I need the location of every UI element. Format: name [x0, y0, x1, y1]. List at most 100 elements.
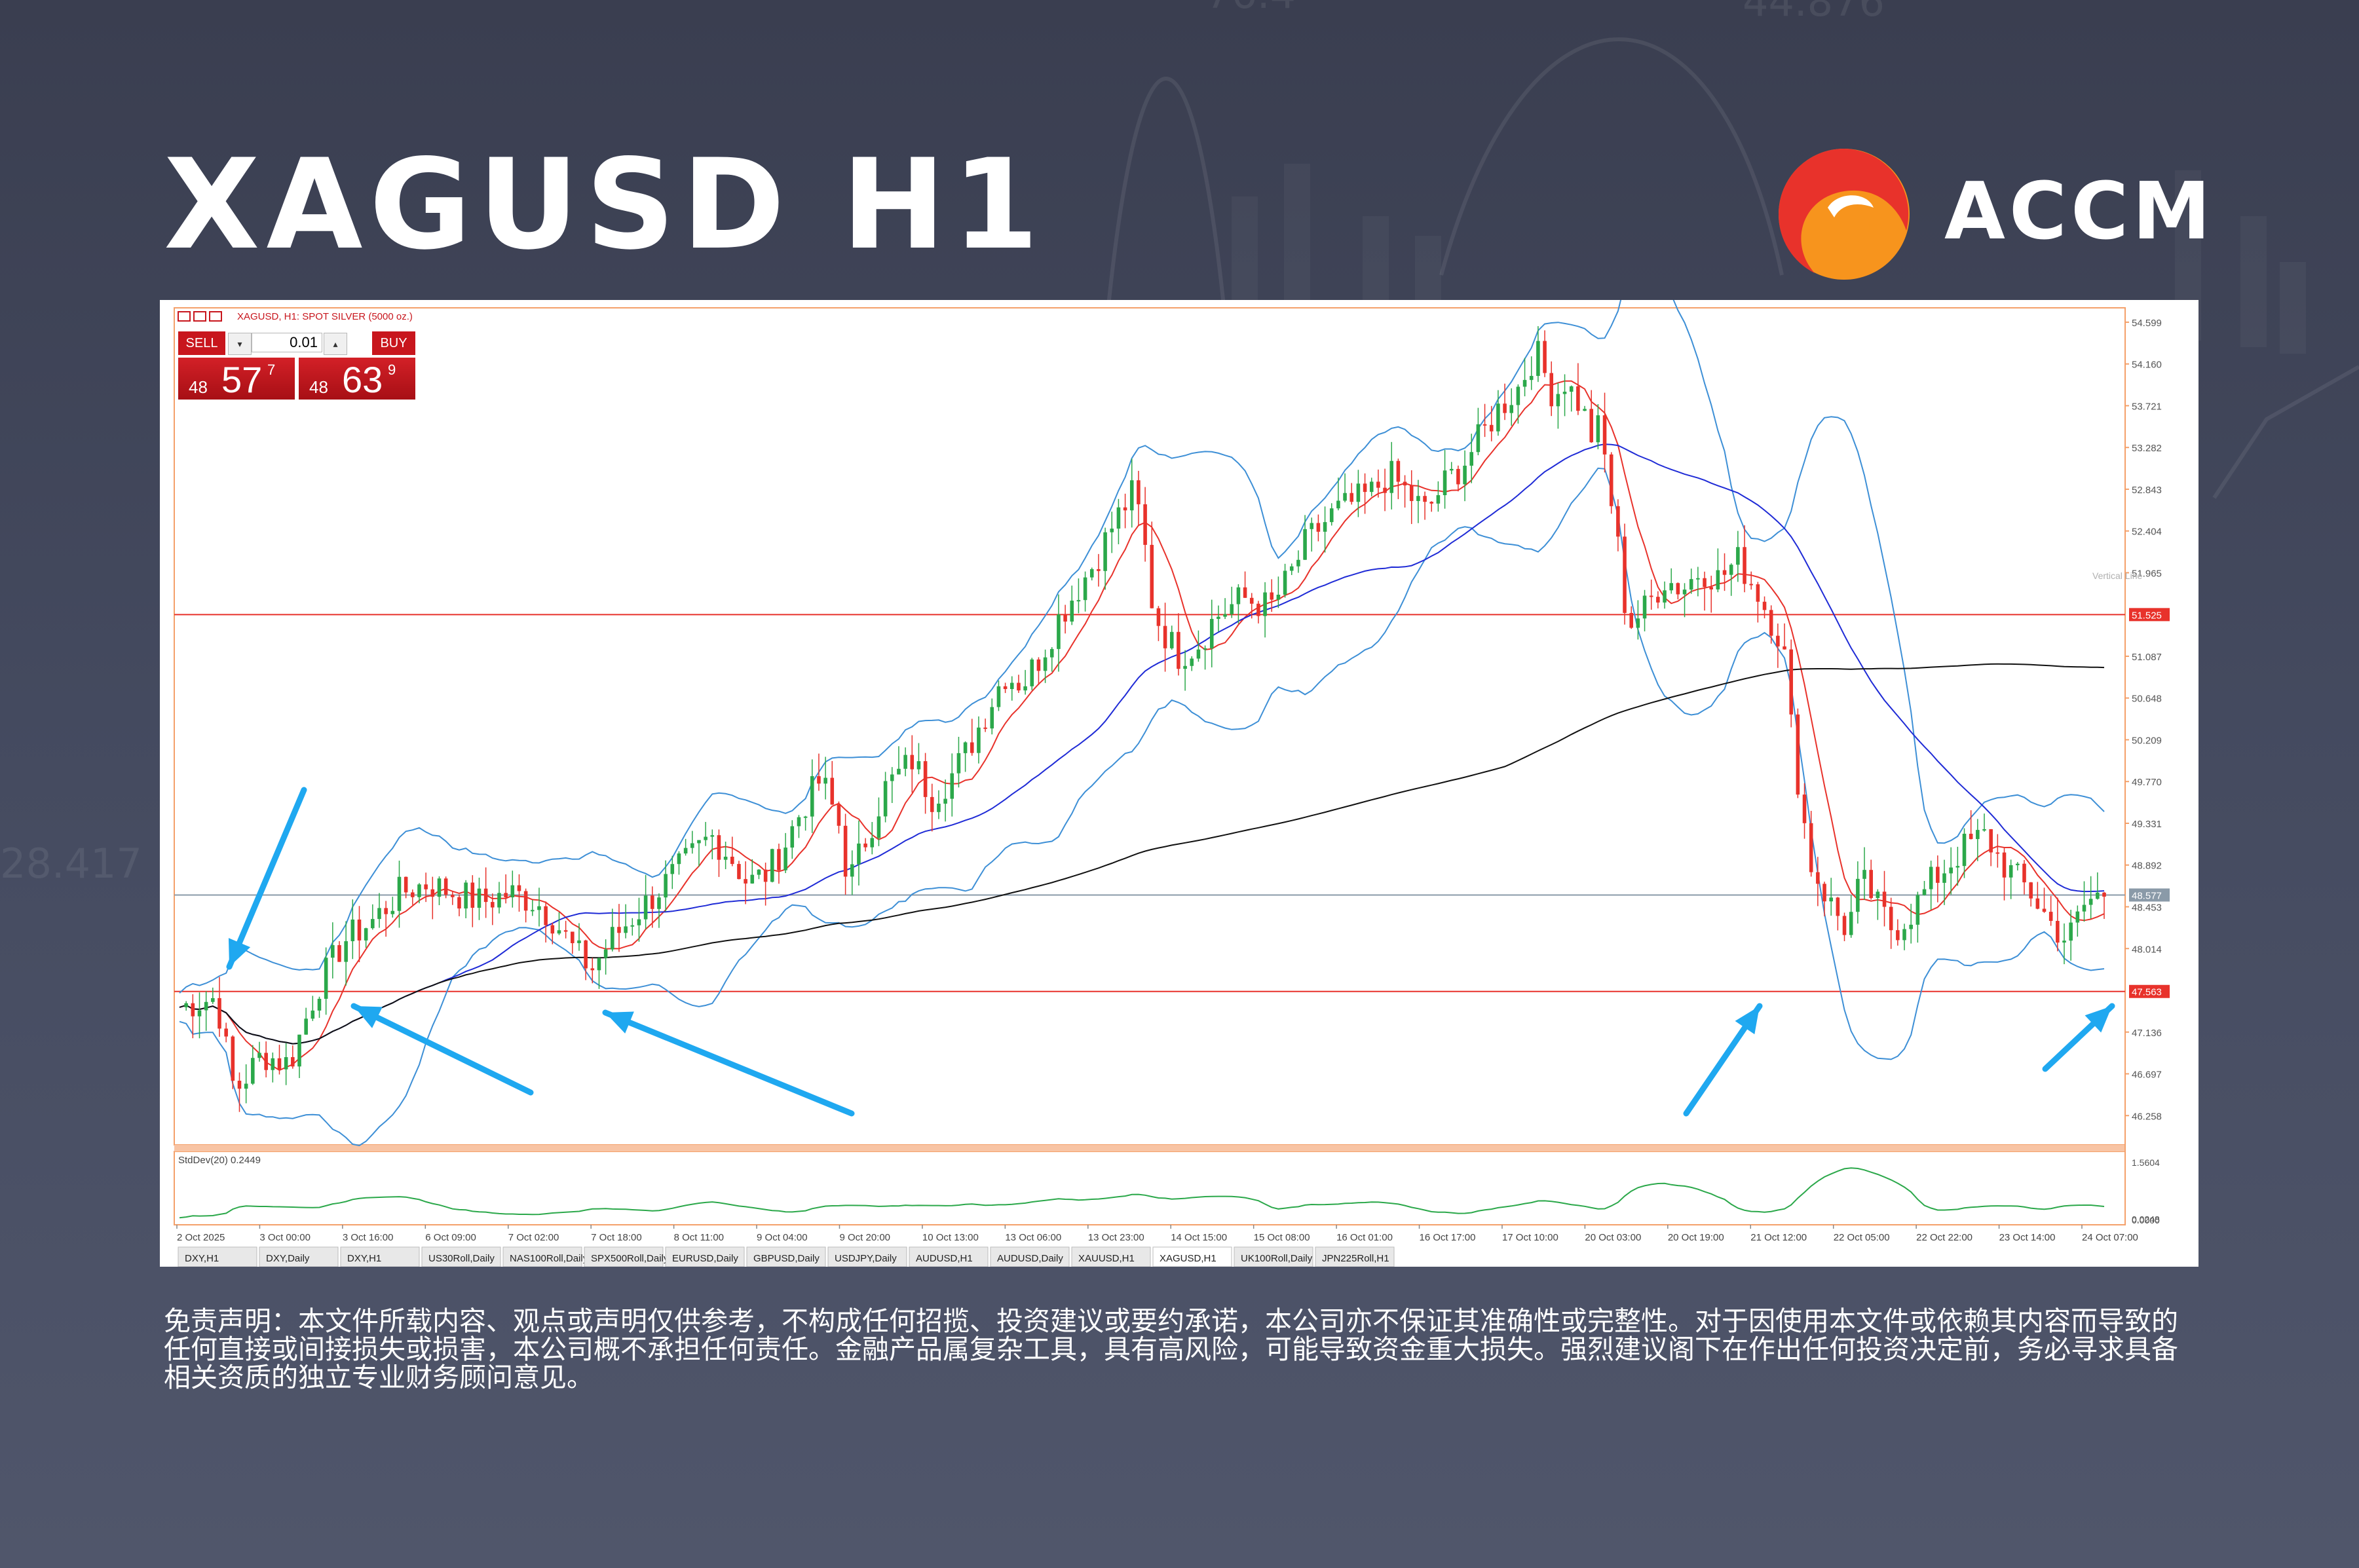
trading-chart-window[interactable]: XAGUSD, H1: SPOT SILVER (5000 oz.) 54.59… — [160, 300, 2199, 1267]
candlestick — [1902, 924, 1906, 950]
candlestick — [1569, 385, 1574, 412]
candlestick — [491, 893, 495, 925]
candlestick — [1623, 523, 1627, 625]
background-curve — [2212, 365, 2359, 499]
y-axis-tick-label: 48.892 — [2132, 861, 2162, 872]
candlestick — [1043, 649, 1047, 683]
candlestick — [817, 753, 821, 791]
candlestick — [2056, 897, 2060, 952]
chart-tab[interactable]: XAGUSD,H1 — [1152, 1246, 1232, 1267]
sell-price-quote[interactable]: 48 57 7 — [178, 358, 295, 400]
candlestick — [744, 861, 747, 905]
candlestick — [1809, 811, 1813, 877]
background-curve — [1439, 37, 1784, 276]
candlestick — [624, 904, 628, 939]
chart-tab[interactable]: USDJPY,Daily — [827, 1246, 907, 1267]
y-axis-tick-label: 52.843 — [2132, 485, 2162, 496]
candlestick — [883, 772, 888, 823]
brand: ACCM — [1775, 145, 2210, 283]
candlestick — [1316, 514, 1321, 542]
chart-tab[interactable]: GBPUSD,Daily — [746, 1246, 826, 1267]
candlestick — [1190, 656, 1194, 671]
candlestick — [923, 753, 928, 814]
x-axis-tick-label: 21 Oct 12:00 — [1750, 1232, 1807, 1243]
candlestick — [517, 874, 521, 912]
candlestick — [384, 901, 388, 937]
x-axis-tick-label: 13 Oct 23:00 — [1088, 1232, 1144, 1243]
y-axis-tick-label: 50.648 — [2132, 694, 2162, 705]
price-chart[interactable]: XAGUSD, H1: SPOT SILVER (5000 oz.) 54.59… — [160, 300, 2199, 1267]
y-axis-tick-label: 53.282 — [2132, 443, 2162, 454]
candlestick — [1356, 470, 1361, 517]
candlestick — [1296, 550, 1300, 573]
chart-tab[interactable]: XAUUSD,H1 — [1071, 1246, 1151, 1267]
candlestick — [717, 829, 721, 877]
candlestick — [531, 900, 535, 916]
chart-tab[interactable]: AUDUSD,Daily — [990, 1246, 1070, 1267]
chevron-up-icon[interactable]: ▴ — [324, 333, 347, 355]
candlestick — [850, 850, 854, 895]
candlestick — [937, 790, 941, 819]
candlestick — [1976, 819, 1980, 861]
annotation-arrow — [350, 1003, 534, 1096]
background-curve — [1099, 77, 1234, 394]
x-axis-tick-label: 7 Oct 02:00 — [508, 1232, 559, 1243]
sell-button[interactable]: SELL — [178, 331, 225, 355]
stddev-tick-label: 1.5604 — [2132, 1157, 2160, 1168]
candlestick — [2048, 895, 2053, 926]
candlestick — [996, 681, 1001, 711]
chart-tab[interactable]: DXY,Daily — [259, 1246, 339, 1267]
candlestick — [970, 719, 974, 756]
chevron-down-icon[interactable]: ▾ — [228, 333, 252, 355]
candlestick — [1562, 374, 1567, 417]
chart-tab[interactable]: EURUSD,Daily — [665, 1246, 745, 1267]
svg-text:US30Roll,Daily: US30Roll,Daily — [428, 1253, 495, 1264]
candlestick — [1529, 356, 1534, 390]
candlestick — [2075, 905, 2080, 937]
candlestick — [504, 874, 508, 904]
x-axis-tick-label: 14 Oct 15:00 — [1171, 1232, 1227, 1243]
lot-size-input[interactable] — [252, 333, 322, 352]
candlestick — [1669, 568, 1673, 594]
candlestick — [630, 918, 635, 936]
candlestick — [1955, 846, 1960, 886]
candlestick — [1116, 498, 1121, 544]
candlestick — [1556, 383, 1560, 429]
candlestick — [317, 996, 322, 1018]
candlestick — [637, 897, 641, 942]
candlestick — [1783, 623, 1786, 650]
candlestick — [377, 893, 381, 928]
candlestick — [757, 869, 761, 880]
candlestick — [344, 921, 348, 986]
price-level-tag: 48.577 — [2129, 888, 2170, 902]
chart-tab[interactable]: JPN225Roll,H1 — [1315, 1246, 1395, 1267]
candlestick — [1543, 330, 1547, 377]
candlestick — [311, 996, 315, 1021]
x-axis-tick-label: 20 Oct 19:00 — [1668, 1232, 1724, 1243]
candlestick — [890, 767, 894, 804]
candlestick — [1456, 465, 1460, 492]
x-axis-tick-label: 20 Oct 03:00 — [1585, 1232, 1641, 1243]
candlestick — [191, 994, 195, 1039]
chart-tab[interactable]: UK100Roll,Daily — [1234, 1246, 1313, 1267]
chart-tab[interactable]: AUDUSD,H1 — [909, 1246, 989, 1267]
candlestick — [2082, 881, 2086, 922]
chart-tab[interactable]: US30Roll,Daily — [421, 1246, 501, 1267]
chart-tab[interactable]: NAS100Roll,Daily — [502, 1246, 588, 1267]
candlestick — [677, 851, 681, 875]
x-axis-tick-label: 7 Oct 18:00 — [591, 1232, 642, 1243]
candlestick — [1303, 515, 1307, 560]
buy-price-quote[interactable]: 48 63 9 — [299, 358, 415, 400]
chart-tab[interactable]: SPX500Roll,Daily — [584, 1246, 669, 1267]
moving-average-line — [179, 663, 2105, 1045]
buy-button[interactable]: BUY — [372, 331, 415, 355]
candlestick — [324, 947, 328, 1015]
y-axis-tick-label: 49.770 — [2132, 777, 2162, 788]
candlestick — [1549, 361, 1554, 417]
chart-tab[interactable]: DXY,H1 — [340, 1246, 420, 1267]
candlestick — [1869, 859, 1873, 900]
candlestick — [1756, 582, 1760, 623]
candlestick — [1522, 358, 1527, 397]
chart-tab[interactable]: DXY,H1 — [178, 1246, 257, 1267]
candlestick — [1156, 606, 1161, 641]
